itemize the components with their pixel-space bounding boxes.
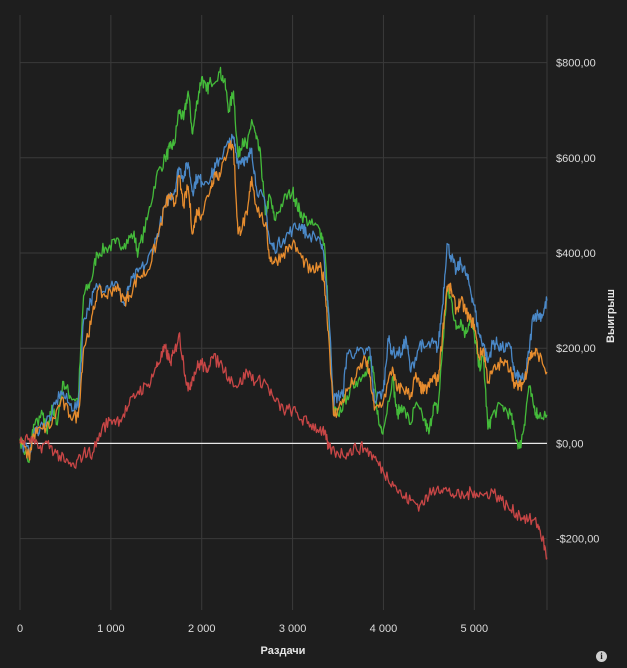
y-tick-label: $400,00 [556,248,596,260]
y-tick-label: $200,00 [556,343,596,355]
series-line-orange [19,140,548,461]
x-tick-label: 1 000 [97,623,125,635]
x-tick-label: 4 000 [370,623,398,635]
series-line-blue [19,133,548,457]
y-tick-label: $800,00 [556,58,596,70]
x-tick-label: 3 000 [279,623,307,635]
x-tick-label: 5 000 [461,623,489,635]
series-layer [19,66,548,560]
y-axis-title: Выигрыш [605,289,617,343]
grid [19,15,548,610]
x-axis-ticks: 0 1 000 2 000 3 000 4 000 5 000 [17,623,488,635]
series-line-green [19,66,548,464]
info-icon[interactable]: i [596,651,607,662]
x-tick-label: 0 [17,623,23,635]
y-tick-label: $600,00 [556,153,596,165]
series-line-red [19,332,548,560]
x-tick-label: 2 000 [188,623,216,635]
x-axis-title: Раздачи [261,645,306,657]
y-axis-ticks: $800,00 $600,00 $400,00 $200,00 $0,00 -$200,0… [556,58,599,546]
y-tick-label: -$200,00 [556,534,599,546]
y-tick-label: $0,00 [556,438,584,450]
